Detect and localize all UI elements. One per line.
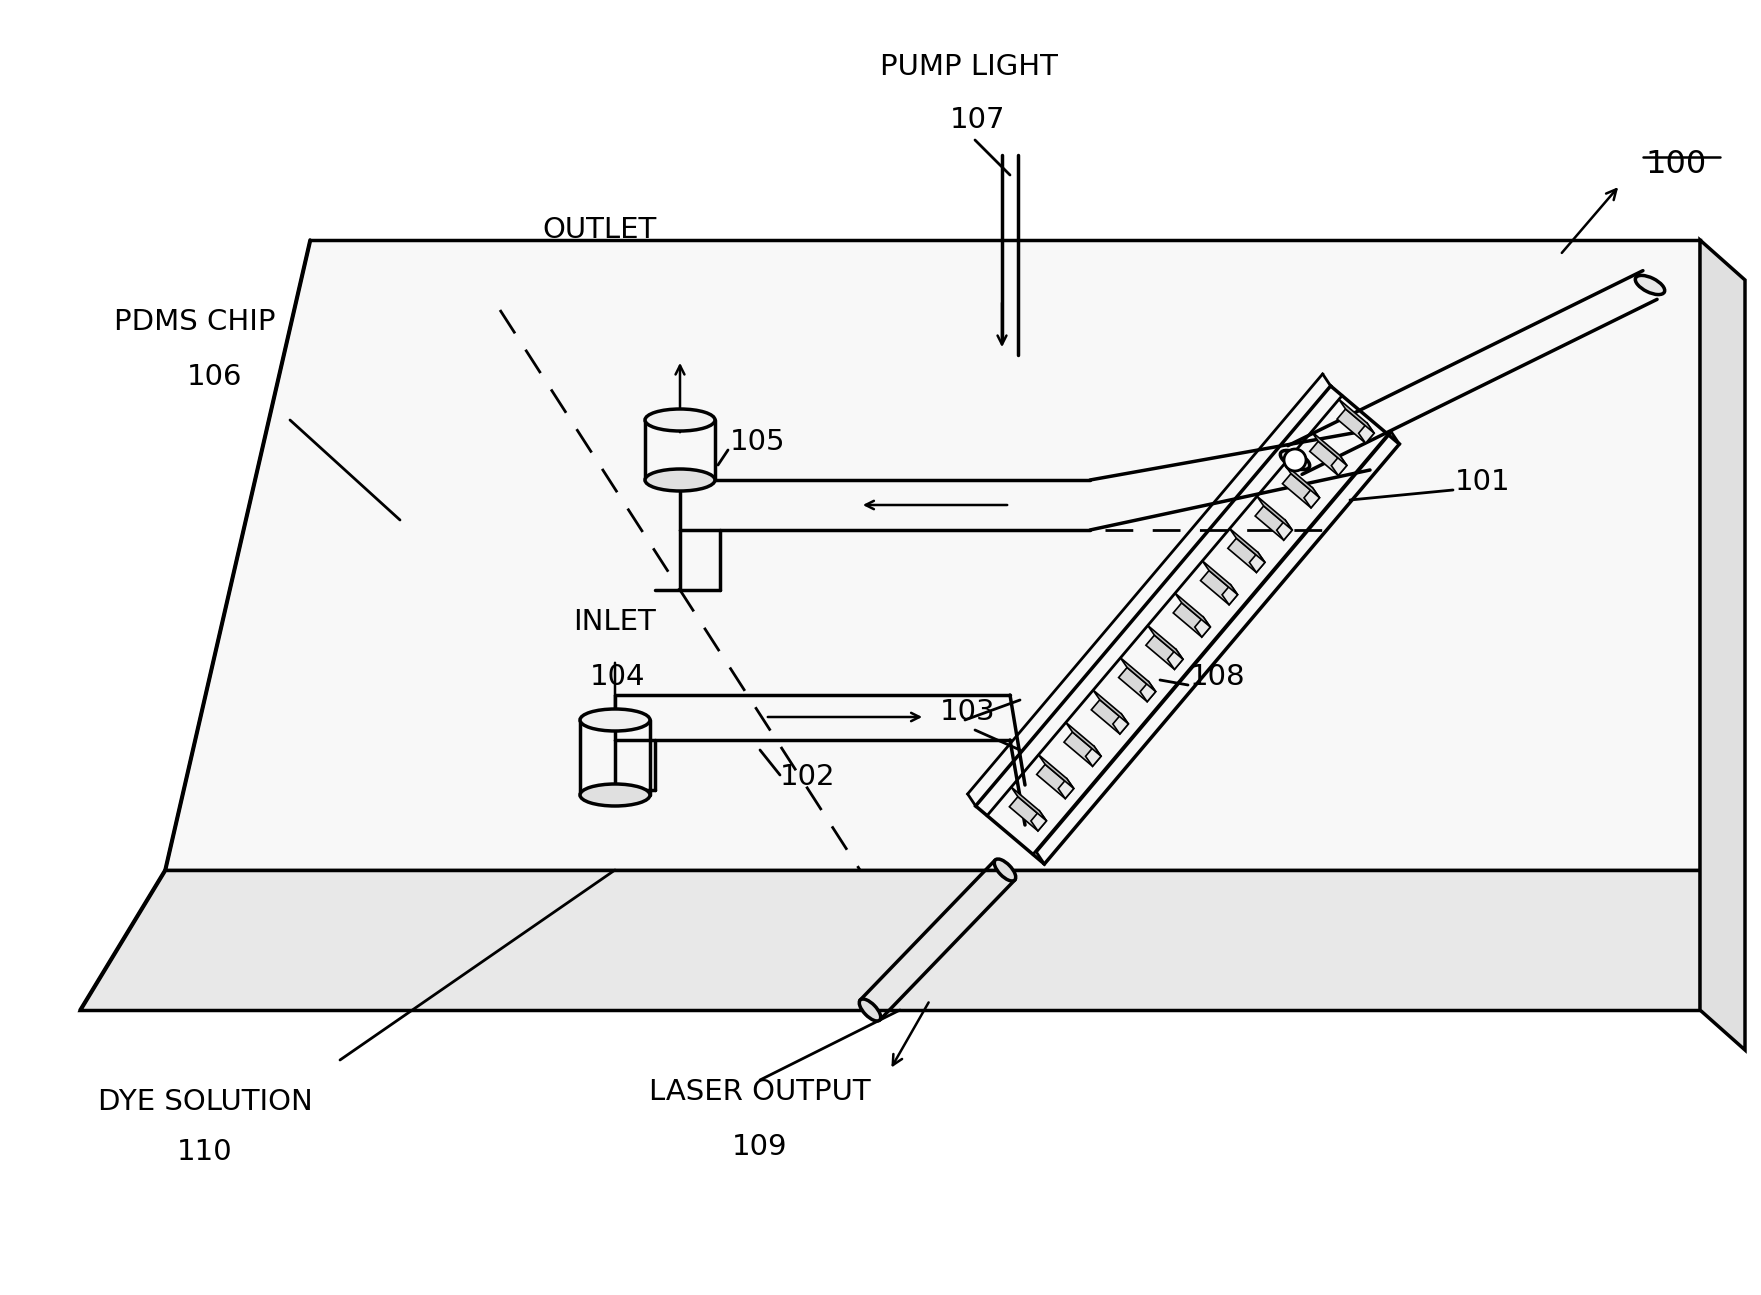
Polygon shape	[79, 870, 1699, 1010]
Text: LASER OUTPUT: LASER OUTPUT	[650, 1077, 870, 1106]
Polygon shape	[1092, 699, 1129, 734]
Polygon shape	[1282, 474, 1319, 508]
Ellipse shape	[645, 469, 715, 491]
Polygon shape	[166, 240, 1699, 870]
Polygon shape	[1229, 528, 1264, 562]
Polygon shape	[1168, 649, 1183, 670]
Text: 109: 109	[733, 1133, 787, 1162]
Ellipse shape	[995, 859, 1016, 881]
Polygon shape	[1120, 658, 1155, 692]
Text: 104: 104	[590, 663, 646, 692]
Polygon shape	[1249, 553, 1264, 572]
Text: 107: 107	[949, 106, 1006, 133]
Polygon shape	[1257, 496, 1293, 530]
Polygon shape	[1338, 399, 1374, 433]
Polygon shape	[1303, 488, 1319, 508]
Ellipse shape	[579, 783, 650, 805]
Polygon shape	[1011, 786, 1046, 821]
Polygon shape	[1118, 667, 1155, 702]
Text: PDMS CHIP: PDMS CHIP	[114, 308, 276, 335]
Polygon shape	[1113, 714, 1129, 734]
Text: 108: 108	[1190, 663, 1245, 692]
Ellipse shape	[1284, 449, 1307, 471]
Text: 103: 103	[940, 698, 995, 726]
Polygon shape	[1039, 755, 1074, 789]
Ellipse shape	[1280, 451, 1310, 470]
Ellipse shape	[645, 409, 715, 431]
Polygon shape	[1030, 811, 1046, 831]
Polygon shape	[1284, 464, 1319, 497]
Polygon shape	[1312, 431, 1347, 465]
Text: DYE SOLUTION: DYE SOLUTION	[97, 1088, 312, 1116]
Polygon shape	[1222, 584, 1238, 605]
Polygon shape	[1227, 539, 1264, 572]
Polygon shape	[1094, 690, 1129, 724]
Polygon shape	[1203, 561, 1238, 594]
Text: OUTLET: OUTLET	[542, 216, 657, 243]
Text: 110: 110	[178, 1138, 232, 1166]
Ellipse shape	[1636, 276, 1664, 294]
Text: PUMP LIGHT: PUMP LIGHT	[880, 53, 1058, 82]
Polygon shape	[1175, 593, 1210, 627]
Polygon shape	[1148, 625, 1183, 659]
Polygon shape	[1009, 796, 1046, 831]
Polygon shape	[1256, 506, 1293, 540]
Ellipse shape	[859, 998, 880, 1020]
Polygon shape	[1064, 732, 1101, 767]
Text: 106: 106	[187, 363, 243, 391]
Polygon shape	[1037, 764, 1074, 799]
Polygon shape	[1310, 442, 1347, 475]
Polygon shape	[1201, 571, 1238, 605]
Polygon shape	[1337, 409, 1374, 443]
Text: 101: 101	[1455, 467, 1511, 496]
Text: 100: 100	[1645, 149, 1706, 180]
Text: INLET: INLET	[574, 607, 657, 636]
Polygon shape	[1331, 456, 1347, 475]
Polygon shape	[1699, 240, 1745, 1050]
Polygon shape	[1194, 616, 1210, 637]
Polygon shape	[1065, 723, 1101, 756]
Polygon shape	[1277, 521, 1293, 540]
Polygon shape	[1146, 635, 1183, 670]
Polygon shape	[1058, 778, 1074, 799]
Polygon shape	[1085, 746, 1101, 767]
Polygon shape	[1173, 603, 1210, 637]
Polygon shape	[1359, 423, 1374, 443]
Ellipse shape	[579, 708, 650, 730]
Polygon shape	[1139, 681, 1155, 702]
Text: 105: 105	[731, 429, 785, 456]
Text: 102: 102	[780, 763, 835, 791]
